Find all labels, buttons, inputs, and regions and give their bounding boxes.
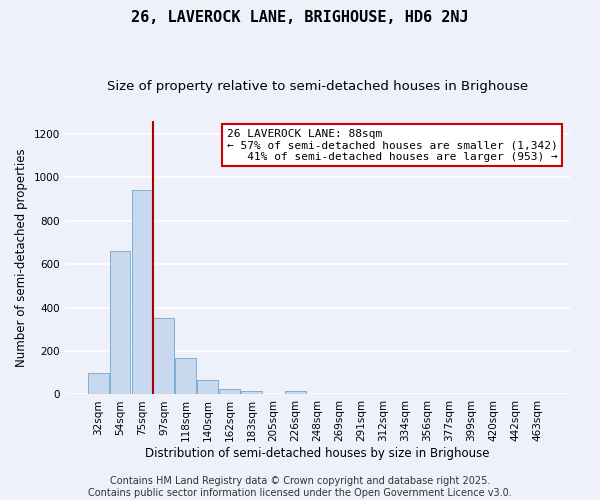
Title: Size of property relative to semi-detached houses in Brighouse: Size of property relative to semi-detach… bbox=[107, 80, 528, 93]
Text: Contains HM Land Registry data © Crown copyright and database right 2025.
Contai: Contains HM Land Registry data © Crown c… bbox=[88, 476, 512, 498]
Text: 26, LAVEROCK LANE, BRIGHOUSE, HD6 2NJ: 26, LAVEROCK LANE, BRIGHOUSE, HD6 2NJ bbox=[131, 10, 469, 25]
Bar bbox=[110, 251, 130, 394]
Bar bbox=[197, 380, 218, 394]
Bar bbox=[175, 358, 196, 395]
X-axis label: Distribution of semi-detached houses by size in Brighouse: Distribution of semi-detached houses by … bbox=[145, 447, 490, 460]
Bar bbox=[88, 372, 109, 394]
Bar bbox=[154, 318, 175, 394]
Bar bbox=[285, 391, 306, 394]
Text: 26 LAVEROCK LANE: 88sqm
← 57% of semi-detached houses are smaller (1,342)
   41%: 26 LAVEROCK LANE: 88sqm ← 57% of semi-de… bbox=[227, 129, 557, 162]
Bar bbox=[241, 390, 262, 394]
Y-axis label: Number of semi-detached properties: Number of semi-detached properties bbox=[15, 148, 28, 367]
Bar bbox=[131, 190, 152, 394]
Bar bbox=[220, 389, 240, 394]
